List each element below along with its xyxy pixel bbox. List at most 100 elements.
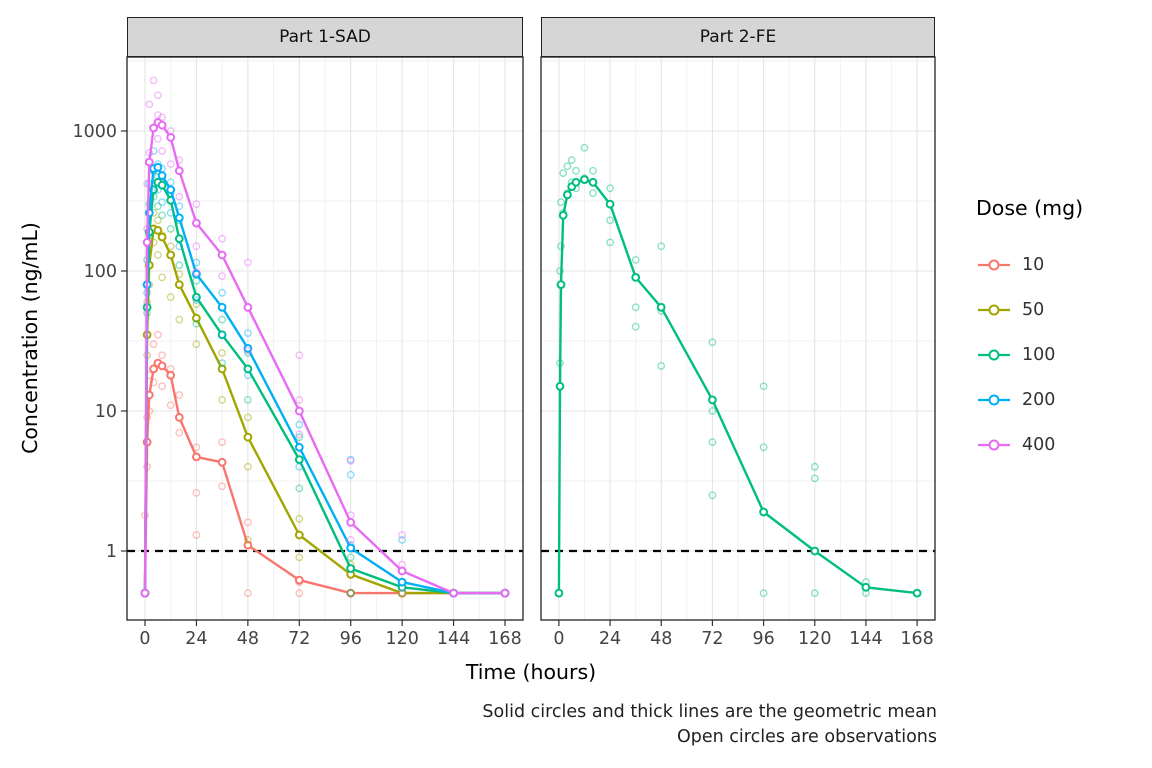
- mean-point-dose-400: [142, 238, 152, 247]
- caption: Solid circles and thick lines are the ge…: [0, 700, 937, 750]
- legend-entries: 10 50 100 200 400: [976, 242, 1152, 467]
- legend-entry-200: 200: [976, 377, 1152, 422]
- mean-point-dose-400: [157, 120, 167, 130]
- legend-entry-10: 10: [976, 242, 1152, 287]
- mean-point-dose-50: [153, 226, 163, 235]
- mean-point-dose-100: [656, 302, 666, 312]
- mean-point-dose-100: [556, 280, 566, 290]
- mean-point-dose-10: [157, 361, 167, 371]
- mean-point-dose-400: [500, 588, 510, 598]
- mean-point-dose-100: [605, 199, 615, 209]
- mean-point-dose-400: [174, 166, 184, 176]
- mean-point-dose-400: [217, 250, 227, 260]
- x-tick-label: 0: [139, 629, 150, 649]
- mean-point-dose-100: [912, 588, 922, 598]
- facet-strip-part1: Part 1-SAD: [127, 17, 523, 57]
- x-tick-label: 72: [701, 629, 723, 649]
- y-tick-label: 1: [106, 542, 117, 562]
- x-tick-label: 24: [599, 629, 621, 649]
- mean-point-dose-100: [346, 564, 356, 573]
- x-tick-label: 48: [237, 629, 259, 649]
- mean-point-dose-100: [810, 546, 820, 556]
- mean-point-dose-400: [166, 133, 176, 142]
- mean-point-dose-200: [174, 213, 184, 223]
- mean-line-dose-400: [143, 121, 505, 595]
- y-tick-label: 1000: [72, 122, 117, 142]
- mean-point-dose-400: [140, 588, 150, 598]
- caption-line-2: Open circles are observations: [676, 726, 937, 747]
- mean-point-dose-100: [571, 177, 581, 187]
- mean-point-dose-100: [558, 210, 568, 220]
- mean-point-dose-200: [157, 171, 167, 181]
- legend-entry-label: 200: [1022, 389, 1056, 410]
- legend-entry-400: 400: [976, 422, 1152, 467]
- mean-point-dose-10: [243, 540, 253, 550]
- legend-entry-label: 10: [1022, 254, 1045, 275]
- mean-point-dose-200: [192, 269, 201, 279]
- mean-point-dose-400: [346, 518, 356, 527]
- mean-point-dose-100: [861, 582, 871, 592]
- mean-point-dose-100: [563, 190, 572, 200]
- panel-border: [126, 56, 524, 621]
- x-axis-title: Time (hours): [465, 660, 597, 684]
- mean-point-dose-400: [192, 218, 201, 228]
- x-tick-label: 72: [288, 629, 310, 649]
- x-tick-label: 168: [900, 629, 933, 649]
- legend-title: Dose (mg): [976, 196, 1084, 220]
- mean-point-dose-10: [294, 575, 304, 585]
- mean-point-dose-50: [217, 364, 227, 374]
- legend-entry-label: 50: [1022, 299, 1045, 320]
- mean-point-dose-50: [192, 313, 201, 323]
- mean-point-dose-400: [449, 588, 459, 598]
- series-dose-100-facet-1: [554, 143, 922, 598]
- mean-point-dose-50: [294, 530, 304, 540]
- mean-point-dose-100: [174, 234, 184, 244]
- mean-point-dose-400: [294, 406, 304, 416]
- mean-point-dose-200: [243, 344, 253, 353]
- mean-point-dose-10: [192, 452, 201, 462]
- mean-point-dose-100: [243, 364, 253, 374]
- mean-point-dose-100: [759, 507, 768, 517]
- mean-point-dose-100: [708, 395, 717, 405]
- mean-point-dose-10: [174, 413, 184, 422]
- legend-key-icon: [978, 349, 1010, 360]
- legend-key-icon: [978, 259, 1010, 270]
- legend-key-icon: [978, 394, 1010, 405]
- mean-point-dose-400: [149, 123, 159, 133]
- mean-point-dose-200: [346, 543, 356, 553]
- y-axis-title: Concentration (ng/mL): [18, 222, 42, 454]
- legend: Dose (mg) 10 50 100 200 400: [976, 196, 1152, 467]
- mean-point-dose-10: [217, 457, 227, 467]
- legend-key-icon: [978, 304, 1010, 315]
- x-tick-label: 144: [849, 629, 882, 649]
- y-tick-label: 10: [95, 402, 117, 422]
- x-tick-label: 144: [437, 629, 470, 649]
- legend-entry-label: 100: [1022, 344, 1056, 365]
- mean-line-dose-200: [143, 166, 505, 595]
- mean-point-dose-200: [153, 162, 163, 172]
- mean-point-dose-400: [243, 302, 253, 312]
- mean-point-dose-50: [157, 232, 167, 242]
- legend-entry-label: 400: [1022, 434, 1056, 455]
- mean-point-dose-100: [631, 273, 641, 282]
- mean-point-dose-50: [166, 250, 176, 260]
- mean-point-dose-400: [397, 566, 407, 576]
- panel-0: [127, 57, 523, 620]
- mean-point-dose-200: [166, 185, 176, 195]
- mean-point-dose-100: [588, 177, 598, 187]
- mean-point-dose-100: [217, 330, 227, 340]
- mean-point-dose-100: [555, 381, 565, 391]
- mean-point-dose-10: [346, 588, 356, 598]
- x-tick-label: 96: [752, 629, 774, 649]
- mean-line-dose-10: [143, 361, 505, 595]
- mean-point-dose-50: [174, 280, 184, 290]
- mean-point-dose-100: [192, 292, 201, 302]
- mean-point-dose-200: [217, 302, 227, 312]
- x-tick-label: 168: [488, 629, 521, 649]
- x-tick-label: 120: [385, 629, 418, 649]
- mean-point-dose-200: [294, 442, 304, 452]
- mean-point-dose-100: [157, 180, 167, 190]
- panel-1: [541, 57, 935, 620]
